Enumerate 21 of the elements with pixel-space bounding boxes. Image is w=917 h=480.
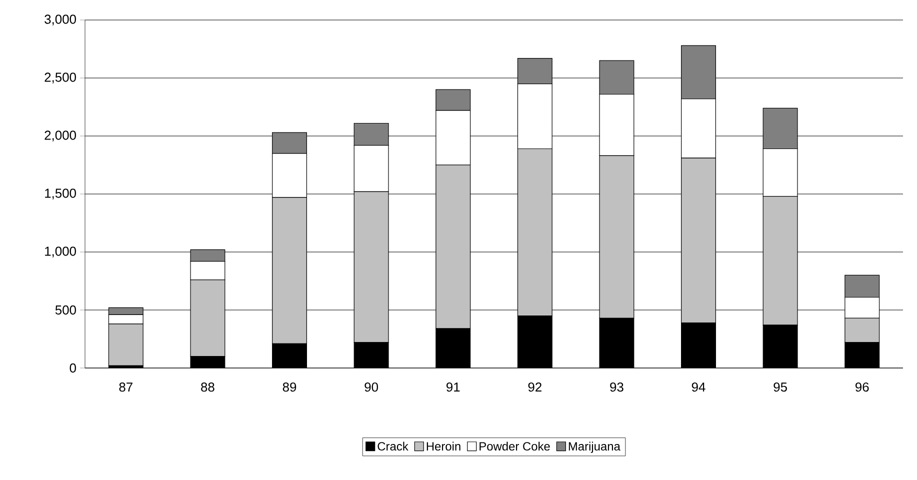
x-tick-label: 95 xyxy=(774,382,787,392)
x-tick-label: 90 xyxy=(364,382,378,392)
y-tick-label: 1,000 xyxy=(45,246,76,258)
y-tick-label: 3,000 xyxy=(44,14,76,26)
legend-label: Heroin xyxy=(426,442,460,451)
x-tick-label: 91 xyxy=(446,382,460,392)
x-tick-label: 87 xyxy=(119,382,132,392)
x-tick-label: 93 xyxy=(610,382,624,392)
legend-label: Marijuana xyxy=(568,442,620,453)
y-tick-label: 0 xyxy=(70,363,76,373)
x-tick-label: 92 xyxy=(528,382,542,392)
x-tick-label: 88 xyxy=(201,382,214,392)
y-tick-label: 2,000 xyxy=(44,130,76,142)
x-tick-label: 96 xyxy=(856,382,869,392)
y-tick-label: 2,500 xyxy=(44,72,76,84)
legend-label: Powder Coke xyxy=(480,442,550,451)
y-tick-label: 500 xyxy=(55,305,76,315)
x-tick-label: 94 xyxy=(692,382,706,392)
x-tick-label: 89 xyxy=(282,382,296,392)
legend-label: Crack xyxy=(378,442,408,451)
y-tick-label: 1,500 xyxy=(45,188,76,200)
